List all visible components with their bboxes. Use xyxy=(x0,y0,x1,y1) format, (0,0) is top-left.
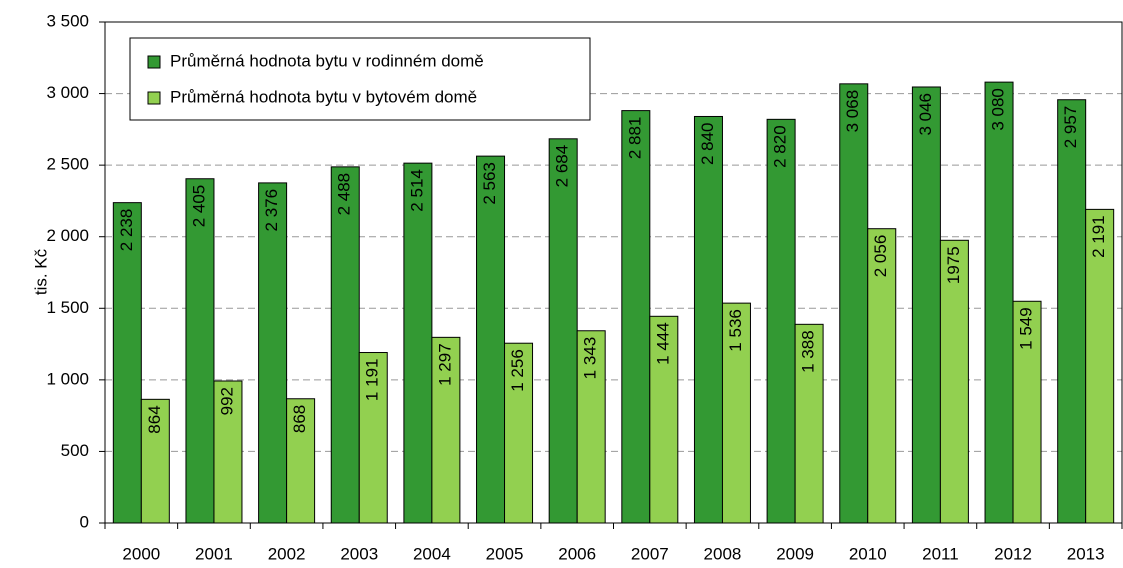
value-label: 2 840 xyxy=(698,122,717,165)
x-tick-label: 2007 xyxy=(631,544,669,563)
value-label: 2 563 xyxy=(480,162,499,205)
y-tick-label: 1 000 xyxy=(46,369,89,388)
value-label: 3 080 xyxy=(989,88,1008,131)
bar xyxy=(911,86,941,524)
x-tick-label: 2008 xyxy=(704,544,742,563)
bar xyxy=(839,83,869,524)
y-tick-label: 0 xyxy=(80,512,89,531)
bar xyxy=(548,138,578,524)
bar xyxy=(984,81,1014,524)
bar xyxy=(576,330,606,524)
value-label: 1 343 xyxy=(581,337,600,380)
value-label: 2 881 xyxy=(625,117,644,160)
bar xyxy=(258,182,288,524)
value-label: 2 514 xyxy=(407,169,426,212)
bar xyxy=(112,202,142,524)
legend-label: Průměrná hodnota bytu v bytovém domě xyxy=(170,87,477,106)
value-label: 1 191 xyxy=(363,359,382,402)
legend-box xyxy=(129,37,591,121)
bar xyxy=(140,398,170,524)
bar xyxy=(621,110,651,524)
value-label: 1 256 xyxy=(508,349,527,392)
legend: Průměrná hodnota bytu v rodinném domě Prů… xyxy=(129,37,591,121)
bar xyxy=(330,166,360,524)
y-axis-label: tis. Kč xyxy=(31,248,50,295)
value-label: 1 297 xyxy=(435,343,454,386)
legend-label: Průměrná hodnota bytu v rodinném domě xyxy=(170,51,484,70)
bar xyxy=(693,115,723,524)
value-label: 2 376 xyxy=(262,189,281,232)
value-label: 1 444 xyxy=(653,322,672,365)
value-label: 992 xyxy=(217,387,236,415)
bar xyxy=(1085,208,1115,524)
value-label: 2 820 xyxy=(771,125,790,168)
x-tick-label: 2011 xyxy=(922,544,959,563)
x-tick-label: 2001 xyxy=(195,544,233,563)
legend-swatch xyxy=(147,91,161,105)
value-label: 3 046 xyxy=(916,93,935,136)
x-tick-label: 2000 xyxy=(122,544,160,563)
x-tick-label: 2003 xyxy=(340,544,378,563)
bar xyxy=(766,118,796,524)
x-tick-label: 2009 xyxy=(776,544,814,563)
y-tick-label: 3 500 xyxy=(46,11,89,30)
value-label: 868 xyxy=(290,405,309,433)
x-tick-label: 2005 xyxy=(486,544,524,563)
value-label: 2 056 xyxy=(871,235,890,278)
value-label: 2 684 xyxy=(553,145,572,188)
y-tick-label: 1 500 xyxy=(46,298,89,317)
bar xyxy=(649,315,679,524)
value-label: 2 488 xyxy=(335,173,354,216)
bar xyxy=(1057,99,1087,524)
value-label: 2 957 xyxy=(1061,106,1080,149)
bar xyxy=(476,155,506,524)
plot-frame xyxy=(104,21,1123,524)
bar xyxy=(403,162,433,524)
value-label: 1975 xyxy=(944,246,963,284)
legend-swatch xyxy=(147,55,161,69)
bar xyxy=(185,178,215,524)
x-tick-label: 2010 xyxy=(849,544,887,563)
value-label: 1 388 xyxy=(799,330,818,373)
y-tick-label: 500 xyxy=(61,441,89,460)
value-label: 864 xyxy=(145,405,164,433)
bar xyxy=(794,323,824,524)
y-tick-label: 2 500 xyxy=(46,155,89,174)
bar xyxy=(939,239,969,524)
bar xyxy=(504,342,534,524)
bar xyxy=(286,398,316,524)
value-label: 2 405 xyxy=(189,185,208,228)
value-label: 2 191 xyxy=(1089,215,1108,258)
bar xyxy=(721,302,751,524)
bar xyxy=(358,352,388,524)
value-label: 3 068 xyxy=(843,90,862,133)
x-tick-label: 2006 xyxy=(558,544,596,563)
x-tick-label: 2004 xyxy=(413,544,451,563)
x-tick-label: 2002 xyxy=(268,544,306,563)
y-tick-label: 2 000 xyxy=(46,226,89,245)
value-label: 1 536 xyxy=(726,309,745,352)
value-label: 1 549 xyxy=(1017,307,1036,350)
y-tick-label: 3 000 xyxy=(46,83,89,102)
value-label: 2 238 xyxy=(117,209,136,252)
x-tick-label: 2013 xyxy=(1067,544,1105,563)
x-tick-label: 2012 xyxy=(994,544,1032,563)
